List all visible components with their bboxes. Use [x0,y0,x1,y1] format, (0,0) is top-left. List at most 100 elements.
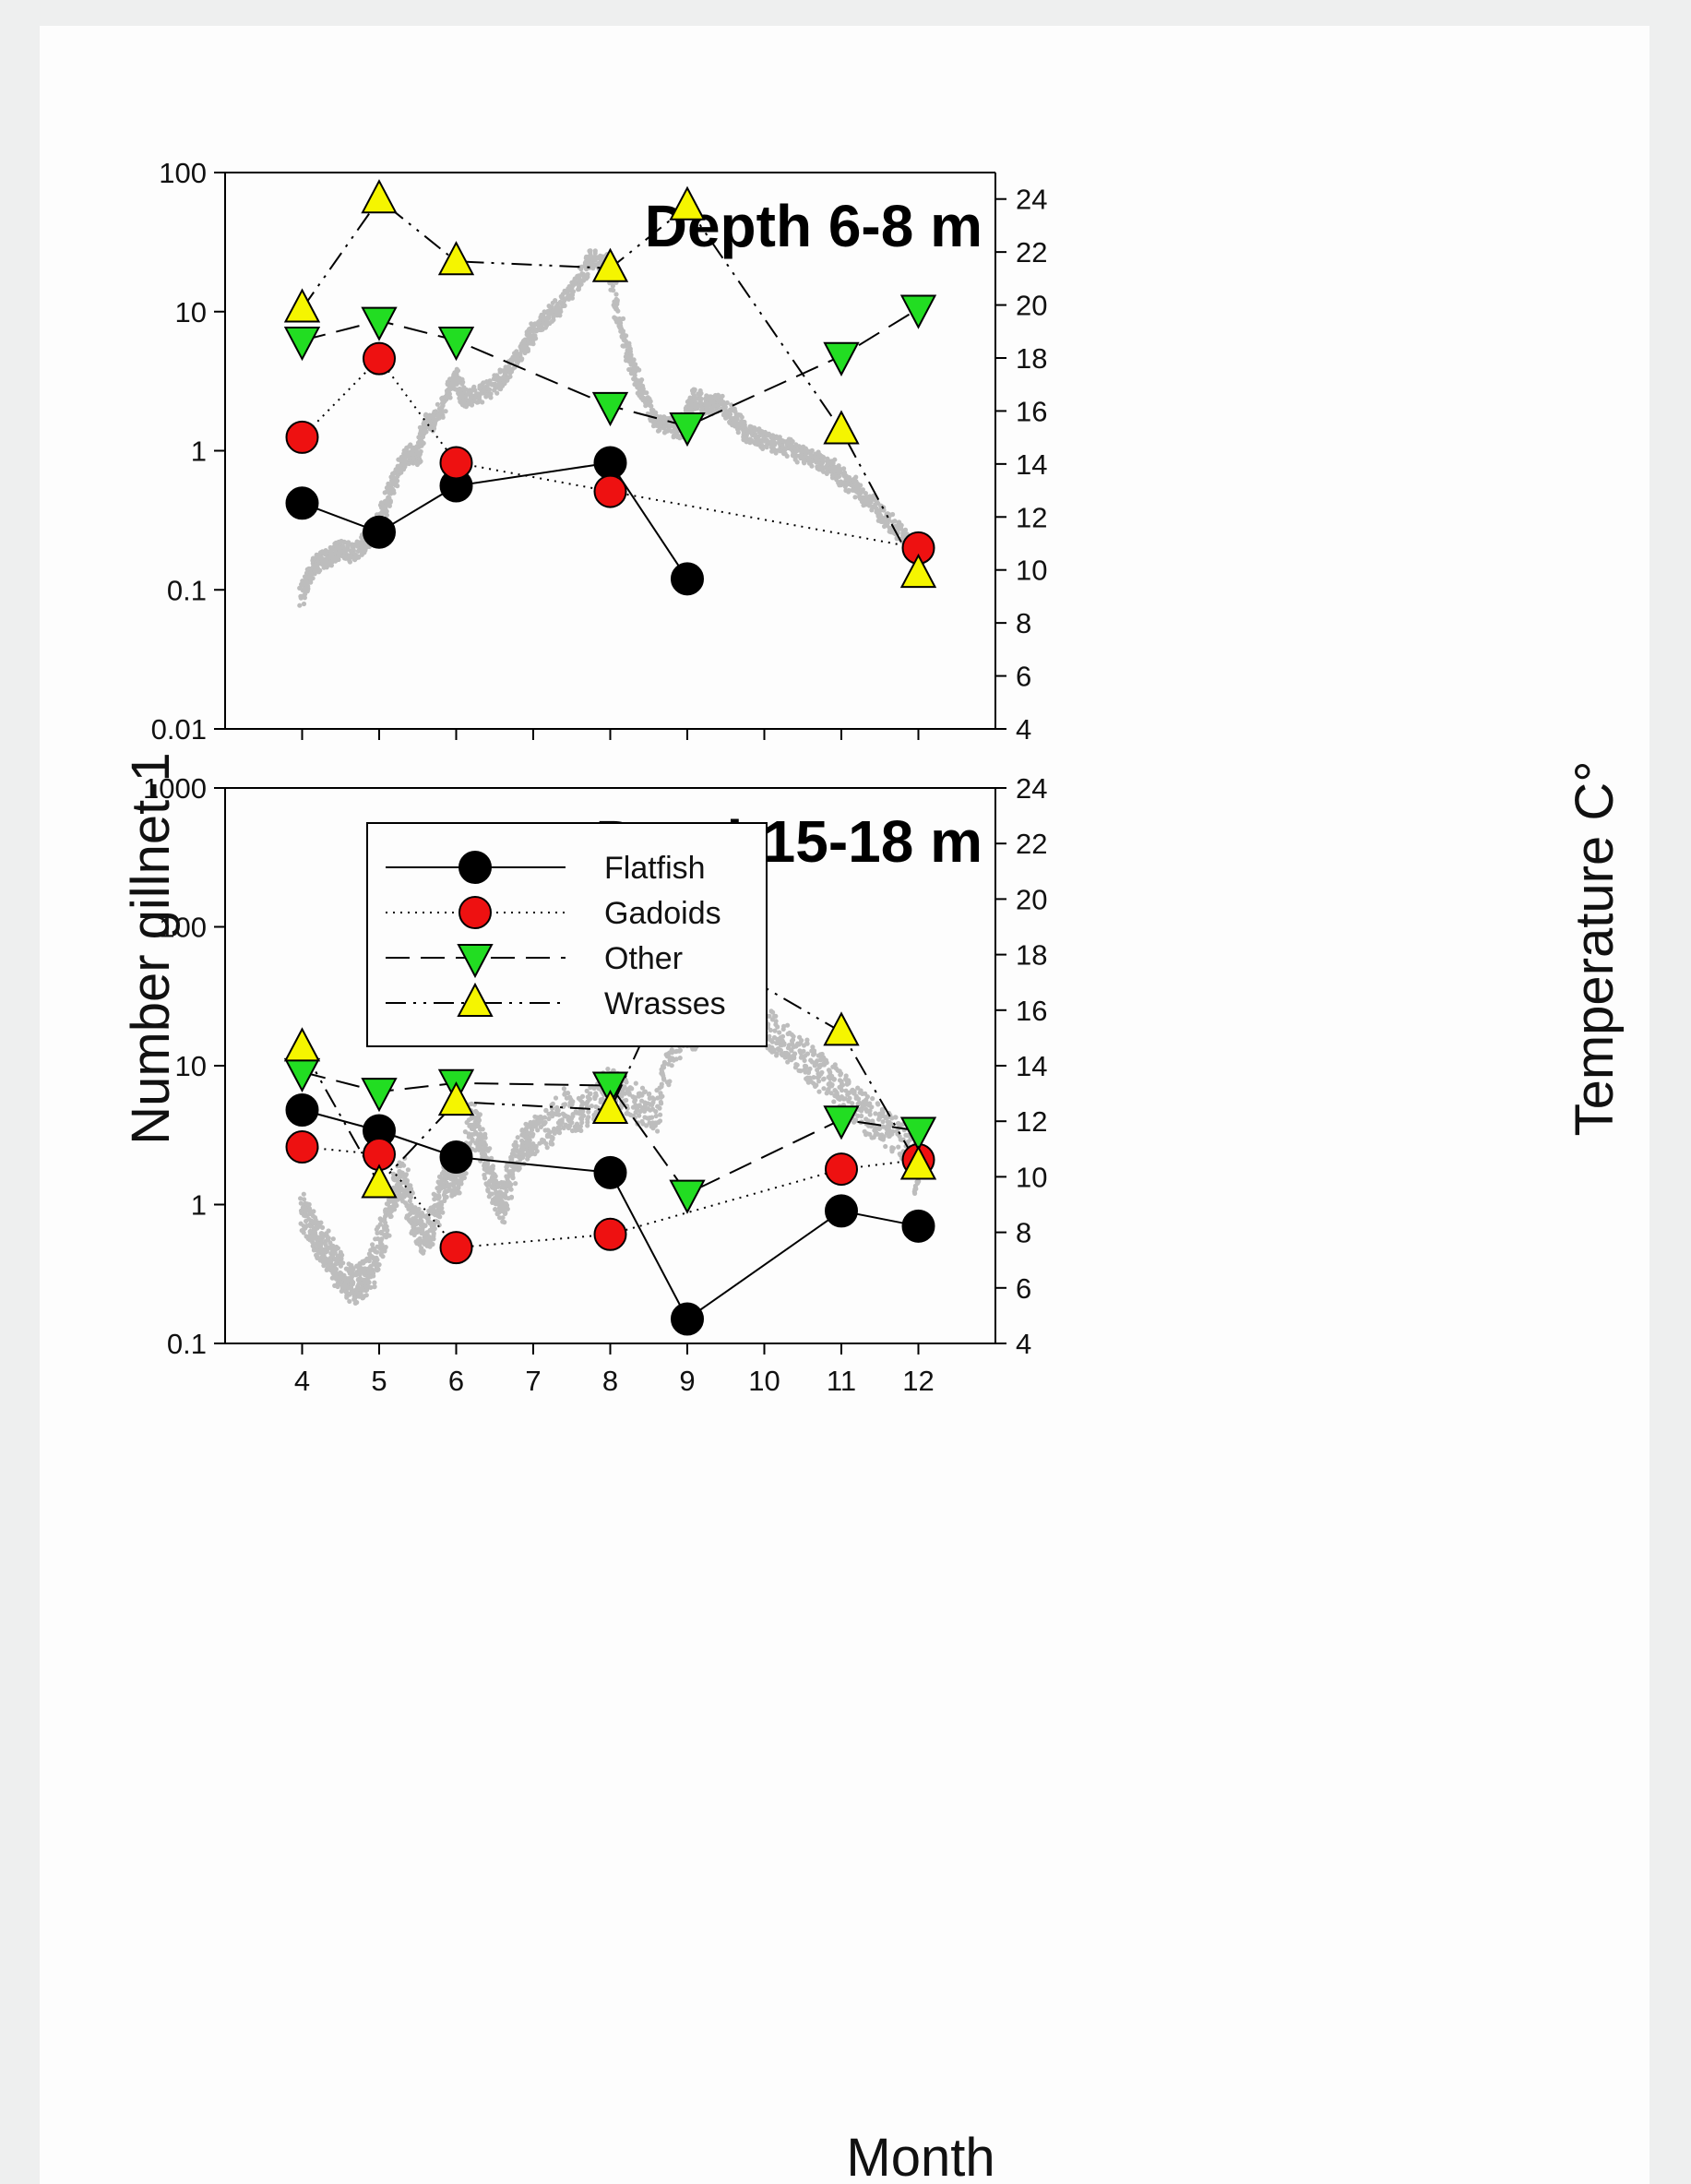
temperature-point [850,1101,855,1106]
temperature-point [494,390,500,396]
temperature-point [540,1116,545,1121]
temperature-point [855,1085,861,1091]
temperature-point [438,1186,444,1191]
temperature-point [574,1121,580,1127]
temperature-point [553,1095,559,1101]
right-tick-label: 14 [1016,1050,1047,1082]
temperature-point [875,1131,881,1137]
temperature-point [657,1105,662,1111]
temperature-point [303,1212,308,1218]
temperature-point [298,1221,304,1226]
temperature-point [780,1026,786,1032]
temperature-point [892,519,898,524]
temperature-point [855,1113,861,1118]
temperature-point [669,1047,674,1053]
point-other [823,341,860,376]
temperature-point [867,1112,873,1117]
temperature-point [836,470,842,476]
temperature-point [742,420,747,426]
temperature-point [330,1253,336,1259]
temperature-point [439,410,445,415]
temperature-point [809,463,815,469]
temperature-point [561,1102,566,1107]
temperature-point [814,1082,819,1088]
temperature-point [797,1034,803,1040]
temperature-point [578,279,584,284]
point-other [361,306,398,341]
point-flatfish [285,1092,319,1127]
temperature-point [378,1240,384,1246]
point-other [283,327,321,362]
temperature-point [487,387,493,392]
temperature-point [383,1245,388,1250]
temperature-point [570,1099,576,1104]
temperature-point [880,1119,886,1125]
right-tick-label: 20 [1016,883,1047,915]
temperature-point [621,1086,626,1092]
temperature-point [437,1204,443,1211]
temperature-point [649,1095,656,1101]
temperature-point [804,1041,810,1046]
temperature-point [819,1069,825,1075]
temperature-point [820,1077,827,1082]
temperature-point [454,368,459,374]
temperature-point [647,1091,652,1097]
point-wrasses [899,553,937,589]
legend-box [366,822,768,1047]
temperature-point [306,1216,312,1222]
right-axis-title: Temperature C° [1565,761,1625,1137]
temperature-point [820,459,826,464]
temperature-point [358,1291,363,1296]
temperature-point [469,1101,474,1106]
temperature-point [814,1059,819,1066]
temperature-point [329,1275,335,1281]
temperature-point [655,428,661,434]
temperature-point [420,1229,425,1235]
temperature-point [442,1189,447,1195]
temperature-point [508,1194,515,1199]
temperature-point [808,1057,814,1063]
temperature-point [375,1235,381,1242]
left-tick-label: 1 [191,436,207,468]
temperature-point [430,426,435,432]
temperature-point [869,1104,875,1110]
temperature-point [436,415,442,421]
temperature-point [308,1228,314,1234]
temperature-point [372,1283,377,1290]
temperature-point [613,292,619,297]
temperature-point [558,1122,564,1128]
temperature-point [837,473,842,479]
point-gadoids [593,1217,627,1251]
point-gadoids [363,341,396,376]
temperature-point [476,1113,482,1118]
point-flatfish [593,446,627,480]
temperature-point [405,1167,411,1173]
temperature-point [543,1140,549,1146]
temperature-point [811,1052,816,1057]
temperature-point [431,1231,436,1236]
temperature-point [431,1204,436,1210]
temperature-point [544,318,550,324]
temperature-point [780,1038,785,1044]
temperature-point [364,1270,370,1275]
temperature-point [660,1093,665,1099]
temperature-point [505,1206,510,1211]
point-other [669,1179,706,1214]
temperature-point [621,337,626,342]
temperature-point [802,1057,807,1063]
temperature-point [383,1224,388,1230]
temperature-point [463,393,469,399]
temperature-point [816,449,821,455]
temperature-point [467,390,472,396]
temperature-point [611,288,616,293]
temperature-point [419,1219,424,1224]
point-flatfish [901,1209,935,1243]
temperature-point [892,1115,899,1120]
temperature-point [792,454,798,459]
temperature-point [673,1056,679,1062]
temperature-point [569,1120,575,1126]
right-tick-label: 12 [1016,501,1047,533]
temperature-point [769,1039,775,1044]
temperature-point [875,1101,880,1106]
